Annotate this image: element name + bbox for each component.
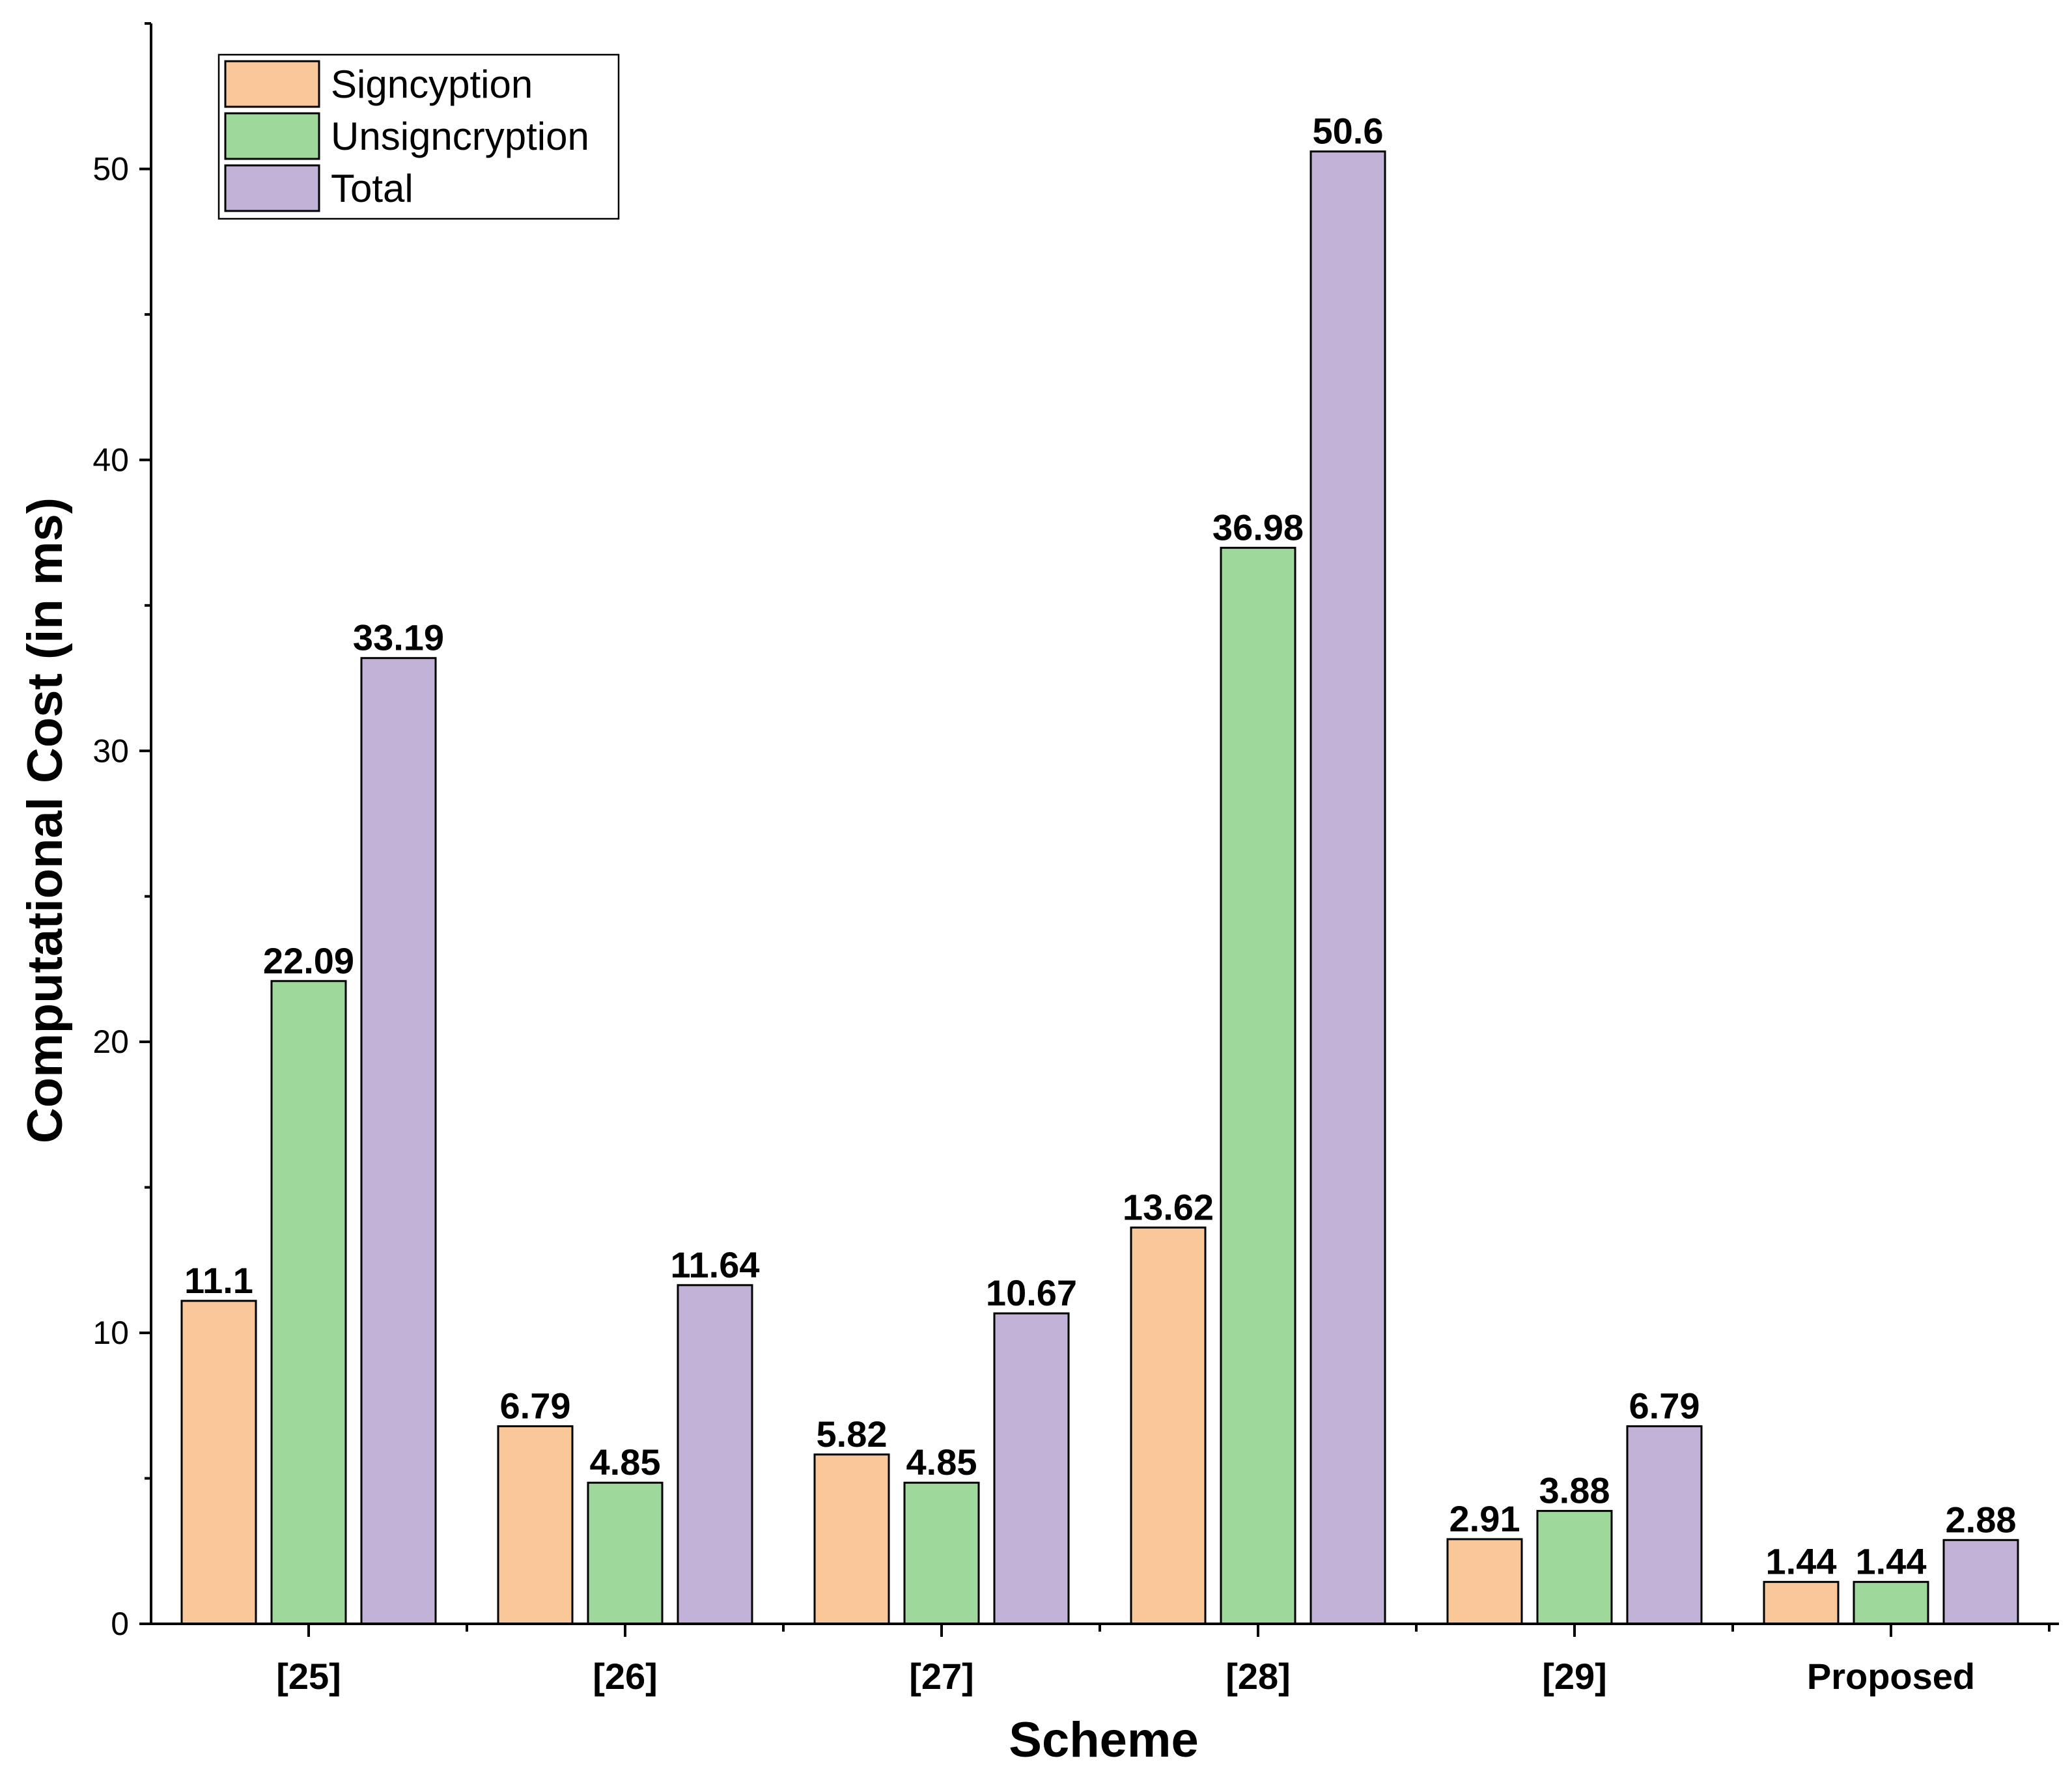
bar-unsigncryption-5 xyxy=(1853,1581,1929,1625)
data-label: 36.98 xyxy=(1212,507,1304,548)
bar-unsigncryption-1 xyxy=(587,1481,664,1625)
legend-label-signcyption: Signcyption xyxy=(331,63,533,106)
y-tick-label: 30 xyxy=(92,732,129,769)
data-label: 4.85 xyxy=(590,1442,661,1483)
data-label: 1.44 xyxy=(1766,1541,1837,1582)
bar-total-4 xyxy=(1626,1425,1703,1625)
legend-label-unsigncryption: Unsigncryption xyxy=(331,115,589,158)
legend-label-total: Total xyxy=(331,167,413,210)
data-label: 6.79 xyxy=(1629,1386,1700,1427)
y-tick-label: 50 xyxy=(92,150,129,187)
data-label: 11.64 xyxy=(670,1244,759,1285)
labels-layer: 11.1 6.79 5.82 13.62 2.91 1.44 22.09 4.85 4.85 36… xyxy=(184,111,2016,1582)
data-label: 10.67 xyxy=(986,1272,1077,1313)
data-label: 50.6 xyxy=(1313,111,1384,152)
bar-total-3 xyxy=(1309,150,1386,1625)
bar-signcyption-1 xyxy=(497,1425,574,1625)
data-label: 22.09 xyxy=(263,940,354,981)
axes-layer: 0 10 20 30 40 50 [25] [26] [27] [28] [29] Proposed xyxy=(92,22,2059,1697)
data-label: 6.79 xyxy=(500,1386,571,1427)
bar-signcyption-0 xyxy=(180,1300,257,1625)
y-tick-label: 20 xyxy=(92,1024,129,1060)
bars-layer xyxy=(180,150,2019,1625)
data-label: 33.19 xyxy=(353,617,444,658)
bar-signcyption-4 xyxy=(1446,1538,1523,1625)
data-label: 5.82 xyxy=(817,1414,888,1455)
x-tick-label: Proposed xyxy=(1807,1656,1975,1697)
bar-unsigncryption-2 xyxy=(903,1481,980,1625)
legend-swatch-signcyption xyxy=(224,60,320,108)
bar-total-2 xyxy=(993,1312,1070,1625)
data-label: 2.91 xyxy=(1449,1498,1520,1539)
bar-signcyption-2 xyxy=(813,1453,890,1625)
legend-swatch-unsigncryption xyxy=(224,112,320,160)
bar-total-5 xyxy=(1942,1539,2019,1625)
data-label: 2.88 xyxy=(1946,1499,2017,1540)
data-label: 1.44 xyxy=(1856,1541,1927,1582)
bar-signcyption-5 xyxy=(1763,1581,1840,1625)
x-tick-label: [26] xyxy=(593,1656,658,1697)
y-tick-label: 40 xyxy=(92,441,129,478)
legend: Signcyption Unsigncryption Total xyxy=(217,53,620,220)
x-tick-label: [29] xyxy=(1542,1656,1607,1697)
bar-unsigncryption-4 xyxy=(1536,1510,1613,1625)
bar-total-1 xyxy=(677,1284,753,1625)
data-label: 13.62 xyxy=(1123,1186,1214,1227)
bar-unsigncryption-3 xyxy=(1220,546,1296,1625)
y-tick-label: 10 xyxy=(92,1315,129,1351)
y-tick-label: 0 xyxy=(111,1606,129,1642)
data-label: 11.1 xyxy=(184,1260,253,1301)
data-label: 3.88 xyxy=(1539,1470,1610,1511)
bar-signcyption-3 xyxy=(1130,1226,1207,1625)
x-axis-title: Scheme xyxy=(1009,1712,1199,1768)
x-tick-label: [27] xyxy=(909,1656,974,1697)
bar-unsigncryption-0 xyxy=(270,980,347,1625)
x-tick-label: [25] xyxy=(276,1656,341,1697)
y-axis-title: Computational Cost (in ms) xyxy=(18,497,73,1143)
x-tick-label: [28] xyxy=(1225,1656,1291,1697)
data-label: 4.85 xyxy=(906,1442,977,1483)
legend-swatch-total xyxy=(224,164,320,212)
bar-total-0 xyxy=(360,657,437,1625)
